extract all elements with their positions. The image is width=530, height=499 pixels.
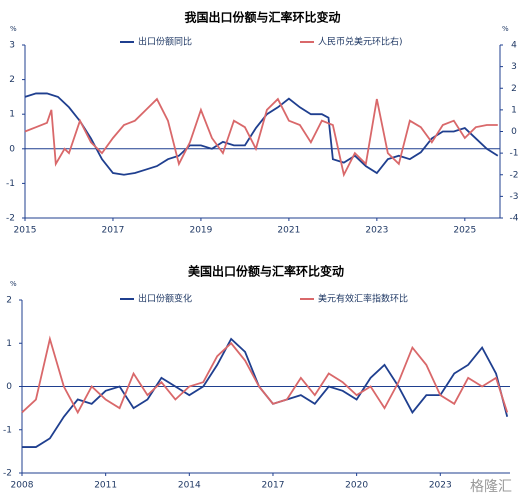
y2-tick-label: -3 bbox=[510, 192, 519, 202]
y2-axis-unit: % bbox=[502, 25, 509, 33]
series-line bbox=[24, 97, 498, 178]
chart-title: 美国出口份额与汇率环比变动 bbox=[188, 264, 344, 279]
x-tick-label: 2020 bbox=[345, 481, 368, 491]
y-tick-label: 1 bbox=[9, 110, 15, 120]
y-tick-label: -2 bbox=[6, 214, 15, 224]
y-tick-label: 1 bbox=[6, 339, 12, 349]
y-tick-label: 0 bbox=[9, 144, 15, 154]
legend-label: 出口份额变化 bbox=[138, 293, 192, 305]
x-tick-label: 2025 bbox=[453, 226, 476, 236]
y2-tick-label: 4 bbox=[511, 41, 517, 51]
x-tick-label: 2011 bbox=[94, 481, 117, 491]
y-axis-unit: % bbox=[10, 280, 17, 288]
series-line bbox=[24, 92, 499, 176]
y-tick-label: 3 bbox=[9, 41, 15, 51]
x-tick-label: 2008 bbox=[11, 481, 34, 491]
watermark: 格隆汇 bbox=[470, 479, 512, 495]
y2-tick-label: 0 bbox=[511, 127, 517, 137]
x-tick-label: 2015 bbox=[14, 226, 37, 236]
y-tick-label: -1 bbox=[3, 425, 12, 435]
legend-label: 出口份额同比 bbox=[138, 36, 192, 48]
y2-tick-label: 3 bbox=[511, 62, 517, 72]
y-tick-label: -2 bbox=[3, 469, 12, 479]
y-tick-label: 2 bbox=[6, 296, 12, 306]
legend-label: 人民币兑美元环比右) bbox=[318, 36, 403, 48]
legend-label: 美元有效汇率指数环比 bbox=[318, 293, 408, 305]
x-tick-label: 2019 bbox=[189, 226, 212, 236]
y2-tick-label: -4 bbox=[510, 214, 519, 224]
y-axis-unit: % bbox=[10, 25, 17, 33]
x-tick-label: 2014 bbox=[178, 481, 201, 491]
chart-title: 我国出口份额与汇率环比变动 bbox=[184, 10, 340, 25]
y2-tick-label: -2 bbox=[510, 170, 519, 180]
x-tick-label: 2023 bbox=[429, 481, 452, 491]
y2-tick-label: 2 bbox=[511, 84, 517, 94]
y2-tick-label: -1 bbox=[510, 149, 519, 159]
x-tick-label: 2017 bbox=[102, 226, 125, 236]
y2-tick-label: 1 bbox=[511, 105, 517, 115]
y-tick-label: -1 bbox=[6, 179, 15, 189]
y-tick-label: 2 bbox=[9, 75, 15, 85]
x-tick-label: 2021 bbox=[277, 226, 300, 236]
x-tick-label: 2023 bbox=[365, 226, 388, 236]
x-tick-label: 2017 bbox=[262, 481, 285, 491]
series-line bbox=[21, 335, 509, 415]
y-tick-label: 0 bbox=[6, 382, 12, 392]
